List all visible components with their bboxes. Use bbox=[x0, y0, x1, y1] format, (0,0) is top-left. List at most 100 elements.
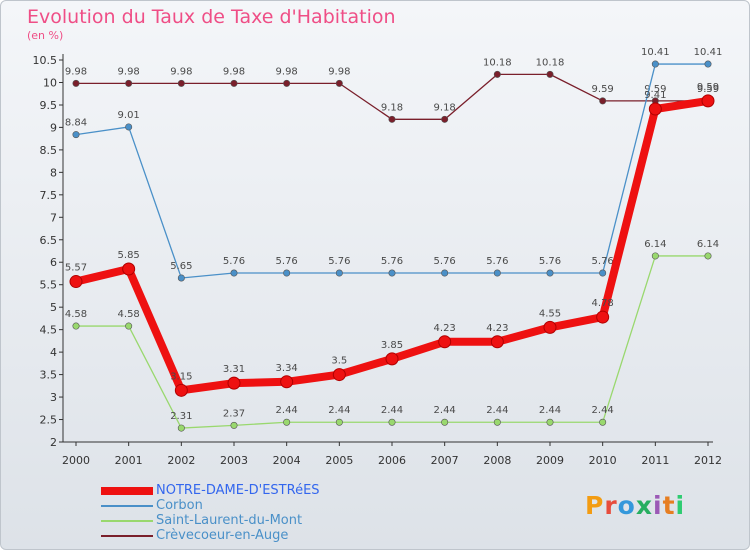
data-point bbox=[441, 269, 449, 277]
data-label: 9.98 bbox=[276, 66, 298, 77]
data-label: 4.23 bbox=[486, 323, 508, 334]
x-tick-label: 2007 bbox=[431, 454, 459, 467]
legend-swatch bbox=[101, 505, 153, 507]
logo-letter: t bbox=[662, 491, 676, 520]
x-tick-label: 2012 bbox=[694, 454, 722, 467]
y-tick-label: 4.5 bbox=[40, 324, 58, 337]
data-point bbox=[230, 79, 238, 87]
data-point bbox=[283, 418, 291, 426]
data-point bbox=[596, 310, 610, 324]
data-label: 5.85 bbox=[118, 250, 140, 261]
data-label: 9.18 bbox=[434, 102, 456, 113]
data-point bbox=[704, 60, 712, 68]
data-label: 2.44 bbox=[381, 405, 403, 416]
data-label: 9.59 bbox=[697, 82, 719, 93]
data-label: 5.76 bbox=[486, 256, 508, 267]
x-tick-label: 2002 bbox=[167, 454, 195, 467]
logo-letter: o bbox=[617, 491, 636, 520]
data-label: 5.76 bbox=[592, 256, 614, 267]
data-label: 9.59 bbox=[697, 84, 719, 95]
data-label: 5.76 bbox=[223, 256, 245, 267]
data-label: 3.34 bbox=[276, 363, 298, 374]
legend-swatch bbox=[101, 487, 153, 495]
data-point bbox=[177, 79, 185, 87]
data-label: 5.76 bbox=[276, 256, 298, 267]
legend-label: Crèvecoeur-en-Auge bbox=[156, 528, 289, 543]
y-tick-label: 8 bbox=[50, 166, 57, 179]
data-label: 10.18 bbox=[536, 57, 565, 68]
chart-title: Evolution du Taux de Taxe d'Habitation bbox=[27, 6, 396, 28]
data-label: 5.57 bbox=[65, 263, 87, 274]
y-tick-label: 8.5 bbox=[40, 144, 58, 157]
x-tick-label: 2004 bbox=[273, 454, 301, 467]
data-label: 8.84 bbox=[65, 118, 87, 129]
data-point bbox=[177, 424, 185, 432]
data-label: 2.37 bbox=[223, 408, 245, 419]
data-point bbox=[227, 376, 241, 390]
data-label: 3.85 bbox=[381, 340, 403, 351]
data-point bbox=[651, 252, 659, 260]
data-point bbox=[599, 269, 607, 277]
data-point bbox=[335, 269, 343, 277]
data-label: 9.59 bbox=[644, 84, 666, 95]
logo-letter: i bbox=[675, 491, 686, 520]
data-point bbox=[546, 269, 554, 277]
data-point bbox=[335, 79, 343, 87]
y-tick-label: 3.5 bbox=[40, 369, 58, 382]
x-tick-label: 2010 bbox=[589, 454, 617, 467]
data-label: 2.44 bbox=[276, 405, 298, 416]
data-point bbox=[388, 115, 396, 123]
data-point bbox=[648, 102, 662, 116]
data-label: 10.41 bbox=[694, 47, 723, 58]
x-tick-label: 2005 bbox=[325, 454, 353, 467]
data-label: 3.15 bbox=[170, 371, 192, 382]
legend-swatch bbox=[101, 535, 153, 537]
data-point bbox=[125, 123, 133, 131]
proxiti-logo: Proxiti bbox=[585, 491, 685, 520]
data-label: 9.98 bbox=[328, 66, 350, 77]
data-label: 9.98 bbox=[118, 66, 140, 77]
data-label: 9.59 bbox=[592, 84, 614, 95]
data-point bbox=[283, 269, 291, 277]
data-point bbox=[69, 275, 83, 289]
data-point bbox=[701, 94, 715, 108]
data-label: 5.76 bbox=[539, 256, 561, 267]
legend-swatch bbox=[101, 520, 153, 522]
data-label: 5.76 bbox=[381, 256, 403, 267]
data-label: 10.18 bbox=[483, 57, 512, 68]
data-point bbox=[283, 79, 291, 87]
y-tick-label: 2 bbox=[50, 436, 57, 449]
data-point bbox=[493, 418, 501, 426]
data-label: 2.44 bbox=[486, 405, 508, 416]
x-tick-label: 2009 bbox=[536, 454, 564, 467]
y-tick-label: 9 bbox=[50, 121, 57, 134]
data-point bbox=[388, 269, 396, 277]
data-label: 5.76 bbox=[434, 256, 456, 267]
data-label: 3.5 bbox=[331, 356, 347, 367]
x-tick-label: 2008 bbox=[483, 454, 511, 467]
logo-letter: r bbox=[604, 491, 618, 520]
data-label: 9.98 bbox=[65, 66, 87, 77]
data-point bbox=[651, 60, 659, 68]
data-point bbox=[230, 421, 238, 429]
data-point bbox=[72, 322, 80, 330]
data-point bbox=[125, 79, 133, 87]
data-point bbox=[385, 352, 399, 366]
data-point bbox=[441, 115, 449, 123]
y-tick-label: 9.5 bbox=[40, 99, 58, 112]
y-tick-label: 6.5 bbox=[40, 234, 58, 247]
data-point bbox=[174, 383, 188, 397]
data-point bbox=[280, 375, 294, 389]
data-point bbox=[490, 335, 504, 349]
y-tick-label: 10.5 bbox=[33, 54, 58, 67]
data-label: 10.41 bbox=[641, 47, 670, 58]
legend-label: Saint-Laurent-du-Mont bbox=[156, 513, 303, 528]
data-label: 9.41 bbox=[644, 90, 666, 101]
y-tick-label: 3 bbox=[50, 391, 57, 404]
data-point bbox=[122, 262, 136, 276]
data-point bbox=[332, 368, 346, 382]
data-point bbox=[438, 335, 452, 349]
data-point bbox=[543, 320, 557, 334]
